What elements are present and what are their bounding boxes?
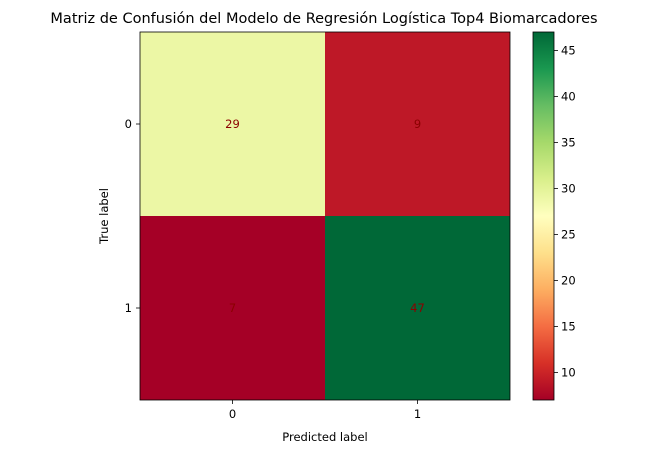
heatmap-cells: 29 9 7 47 [140,32,510,400]
plot-frame [139,31,511,401]
heatmap-cell-0-0 [140,32,325,216]
colorbar-tick-label: 15 [561,319,576,333]
y-tick-label: 0 [125,117,132,131]
x-axis-label: Predicted label [282,430,367,444]
colorbar-tick-label: 10 [561,365,576,379]
colorbar-axis: 10 15 20 25 30 35 40 45 [554,43,576,379]
heatmap-cell-1-0 [140,216,325,400]
colorbar-tick-label: 35 [561,135,576,149]
cell-value-label: 47 [410,301,425,315]
colorbar-tick-label: 40 [561,89,576,103]
colorbar [532,31,555,401]
heatmap-cell-0-1 [325,32,510,216]
cell-value-label: 29 [225,117,240,131]
cell-value-label: 9 [414,117,421,131]
heatmap-cell-1-1 [325,216,510,400]
y-axis-label: True label [97,188,111,245]
y-axis: 01 [125,117,140,315]
y-tick-label: 1 [125,301,132,315]
x-tick-label: 1 [414,407,421,421]
colorbar-tick-label: 30 [561,181,576,195]
colorbar-tick-label: 25 [561,227,576,241]
x-tick-label: 0 [229,407,236,421]
colorbar-tick-label: 20 [561,273,576,287]
chart-title: Matriz de Confusión del Modelo de Regres… [50,11,597,27]
cell-value-label: 7 [229,301,236,315]
colorbar-tick-label: 45 [561,43,576,57]
